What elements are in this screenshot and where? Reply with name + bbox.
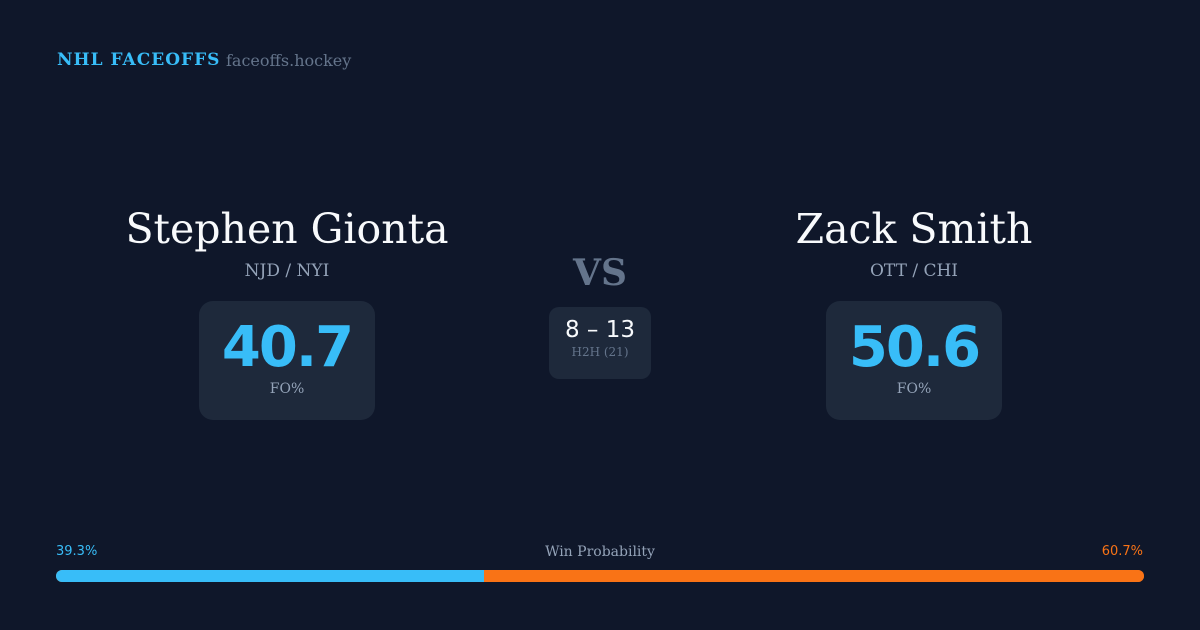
win-probability-right: 60.7% xyxy=(1101,544,1143,559)
win-probability-left-fill xyxy=(56,570,484,582)
win-probability-right-fill xyxy=(483,570,1144,582)
win-probability-bar xyxy=(56,570,1144,582)
h2h-score: 8 – 13 xyxy=(564,317,636,343)
player-1: Stephen Gionta NJD / NYI 40.7 FO% xyxy=(87,205,487,420)
player-2-fo-label: FO% xyxy=(896,381,932,397)
vs-label: VS xyxy=(573,252,627,294)
player-1-teams: NJD / NYI xyxy=(244,261,330,281)
player-2-fo-value: 50.6 xyxy=(848,315,981,380)
player-2-name: Zack Smith xyxy=(795,205,1033,253)
player-2-teams: OTT / CHI xyxy=(869,261,958,281)
win-probability-title: Win Probability xyxy=(545,544,655,560)
player-2-fo-card: 50.6 FO% xyxy=(826,301,1002,420)
win-probability-left: 39.3% xyxy=(56,544,98,559)
player-1-name: Stephen Gionta xyxy=(125,205,449,253)
player-1-fo-value: 40.7 xyxy=(221,315,354,380)
brand-title: NHL FACEOFFS xyxy=(57,50,221,70)
site-domain: faceoffs.hockey xyxy=(226,51,352,70)
h2h-card: 8 – 13 H2H (21) xyxy=(549,307,651,379)
player-1-fo-label: FO% xyxy=(269,381,305,397)
player-1-fo-card: 40.7 FO% xyxy=(199,301,375,420)
player-2: Zack Smith OTT / CHI 50.6 FO% xyxy=(714,205,1114,420)
h2h-count: H2H (21) xyxy=(571,345,629,359)
